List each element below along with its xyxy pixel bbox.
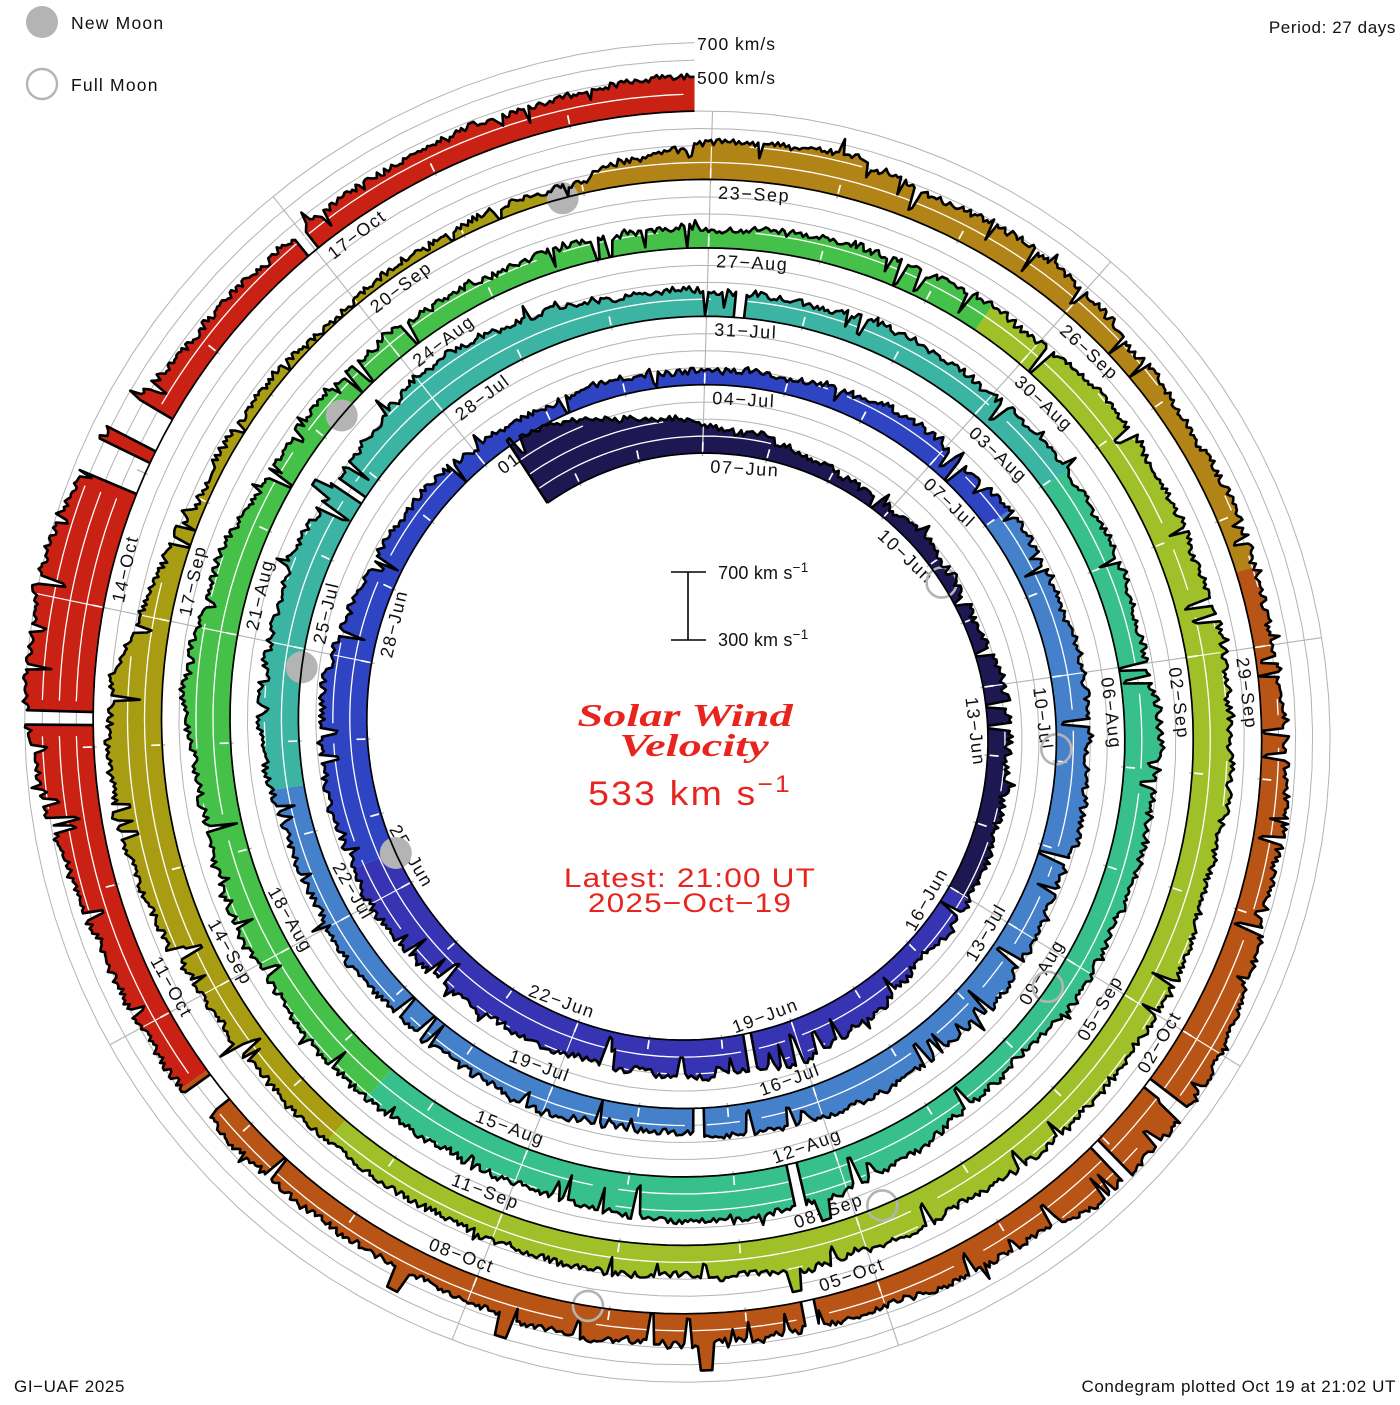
svg-text:Velocity: Velocity [619,727,769,763]
svg-text:700 km/s: 700 km/s [697,34,776,54]
svg-text:Period: 27 days: Period: 27 days [1269,18,1396,37]
svg-text:Condegram plotted Oct 19 at 21: Condegram plotted Oct 19 at 21:02 UT [1081,1377,1396,1396]
svg-text:04−Jul: 04−Jul [712,388,776,411]
svg-text:500 km/s: 500 km/s [697,68,776,88]
svg-text:27−Aug: 27−Aug [716,251,789,274]
svg-text:Full Moon: Full Moon [71,75,159,95]
svg-text:GI−UAF 2025: GI−UAF 2025 [14,1377,125,1396]
svg-text:31−Jul: 31−Jul [714,320,778,343]
svg-text:23−Sep: 23−Sep [718,183,791,206]
svg-text:2025−Oct−19: 2025−Oct−19 [588,888,792,918]
svg-text:New Moon: New Moon [71,13,164,33]
